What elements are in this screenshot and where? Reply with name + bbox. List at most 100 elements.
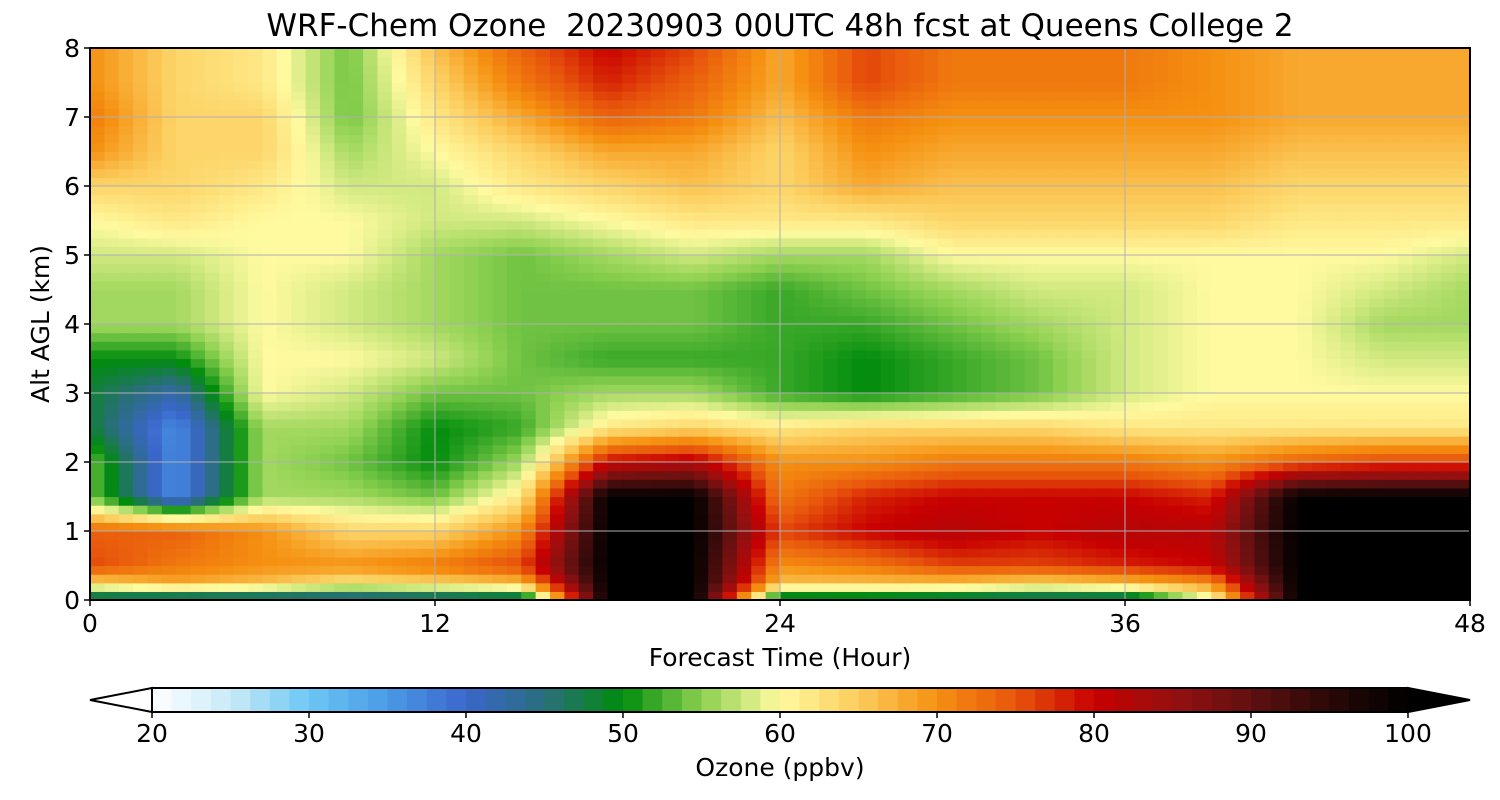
heatmap-cell: [147, 349, 163, 360]
heatmap-cell: [104, 487, 120, 498]
heatmap-cell: [866, 298, 882, 308]
heatmap-cell: [1268, 324, 1284, 334]
heatmap-cell: [909, 272, 925, 282]
heatmap-cell: [406, 349, 422, 360]
heatmap-cell: [391, 358, 407, 368]
heatmap-cell: [550, 237, 565, 247]
heatmap-cell: [1283, 453, 1299, 463]
heatmap-cell: [607, 168, 623, 178]
heatmap-cell: [1326, 358, 1342, 368]
heatmap-cell: [449, 505, 465, 515]
heatmap-cell: [995, 522, 1011, 532]
heatmap-cell: [1297, 358, 1313, 368]
heatmap-cell: [1096, 401, 1112, 411]
heatmap-cell: [406, 470, 422, 480]
heatmap-cell: [391, 513, 407, 523]
heatmap-cell: [1426, 151, 1442, 161]
heatmap-cell: [1024, 272, 1040, 282]
heatmap-cell: [147, 280, 163, 291]
heatmap-cell: [420, 263, 436, 273]
heatmap-cell: [1441, 306, 1457, 316]
heatmap-cell: [578, 306, 594, 316]
heatmap-cell: [851, 168, 867, 178]
heatmap-cell: [420, 591, 436, 601]
heatmap-cell: [650, 186, 666, 196]
heatmap-cell: [190, 470, 206, 480]
heatmap-cell: [147, 574, 163, 584]
heatmap-cell: [593, 539, 609, 549]
heatmap-cell: [1168, 341, 1184, 351]
heatmap-cell: [981, 324, 997, 334]
heatmap-cell: [880, 289, 896, 299]
heatmap-cell: [1081, 237, 1097, 247]
heatmap-cell: [981, 436, 997, 446]
heatmap-cell: [276, 565, 292, 575]
heatmap-cell: [276, 341, 292, 351]
heatmap-cell: [1053, 574, 1069, 584]
heatmap-cell: [1441, 220, 1457, 230]
heatmap-cell: [1426, 203, 1442, 213]
heatmap-cell: [190, 160, 206, 170]
heatmap-cell: [1139, 462, 1155, 472]
heatmap-cell: [1283, 548, 1299, 558]
heatmap-cell: [1225, 203, 1241, 213]
heatmap-cell: [1196, 384, 1212, 394]
heatmap-cell: [205, 470, 220, 480]
heatmap-cell: [679, 280, 695, 291]
heatmap-cell: [1096, 513, 1112, 523]
heatmap-cell: [736, 151, 752, 161]
heatmap-cell: [435, 306, 450, 316]
heatmap-cell: [1398, 574, 1414, 584]
heatmap-cell: [808, 444, 824, 454]
heatmap-cell: [377, 522, 393, 532]
heatmap-cell: [377, 539, 393, 549]
heatmap-cell: [535, 298, 551, 308]
heatmap-cell: [765, 194, 781, 204]
heatmap-cell: [1038, 324, 1054, 334]
heatmap-cell: [1326, 367, 1342, 377]
heatmap-cell: [506, 487, 522, 498]
heatmap-cell: [133, 574, 149, 584]
heatmap-cell: [219, 229, 235, 239]
heatmap-cell: [765, 565, 781, 575]
heatmap-cell: [722, 229, 738, 239]
heatmap-cell: [1196, 280, 1212, 291]
heatmap-cell: [851, 591, 867, 601]
heatmap-cell: [420, 237, 436, 247]
heatmap-cell: [880, 487, 896, 498]
heatmap-cell: [650, 151, 666, 161]
heatmap-cell: [636, 220, 652, 230]
heatmap-cell: [765, 393, 781, 403]
heatmap-cell: [765, 237, 781, 247]
heatmap-cell: [205, 384, 220, 394]
heatmap-cell: [1153, 565, 1169, 575]
heatmap-cell: [305, 513, 321, 523]
heatmap-cell: [665, 427, 680, 437]
heatmap-cell: [291, 505, 307, 515]
heatmap-cell: [478, 444, 494, 454]
heatmap-cell: [348, 496, 364, 506]
heatmap-cell: [262, 418, 278, 429]
heatmap-cell: [578, 203, 594, 213]
heatmap-cell: [1283, 436, 1299, 446]
heatmap-cell: [1053, 444, 1069, 454]
heatmap-cell: [420, 203, 436, 213]
heatmap-cell: [708, 548, 724, 558]
heatmap-cell: [1398, 306, 1414, 316]
heatmap-cell: [722, 496, 738, 506]
heatmap-cell: [348, 358, 364, 368]
heatmap-cell: [320, 255, 335, 265]
heatmap-cell: [693, 272, 709, 282]
heatmap-cell: [133, 194, 149, 204]
heatmap-cell: [1038, 263, 1054, 273]
heatmap-cell: [1369, 375, 1385, 385]
heatmap-cell: [348, 487, 364, 498]
heatmap-cell: [1225, 418, 1241, 429]
heatmap-cell: [205, 349, 220, 360]
heatmap-cell: [1096, 548, 1112, 558]
heatmap-cell: [1024, 462, 1040, 472]
heatmap-cell: [981, 401, 997, 411]
heatmap-cell: [420, 315, 436, 325]
heatmap-cell: [1383, 513, 1399, 523]
heatmap-cell: [593, 574, 609, 584]
